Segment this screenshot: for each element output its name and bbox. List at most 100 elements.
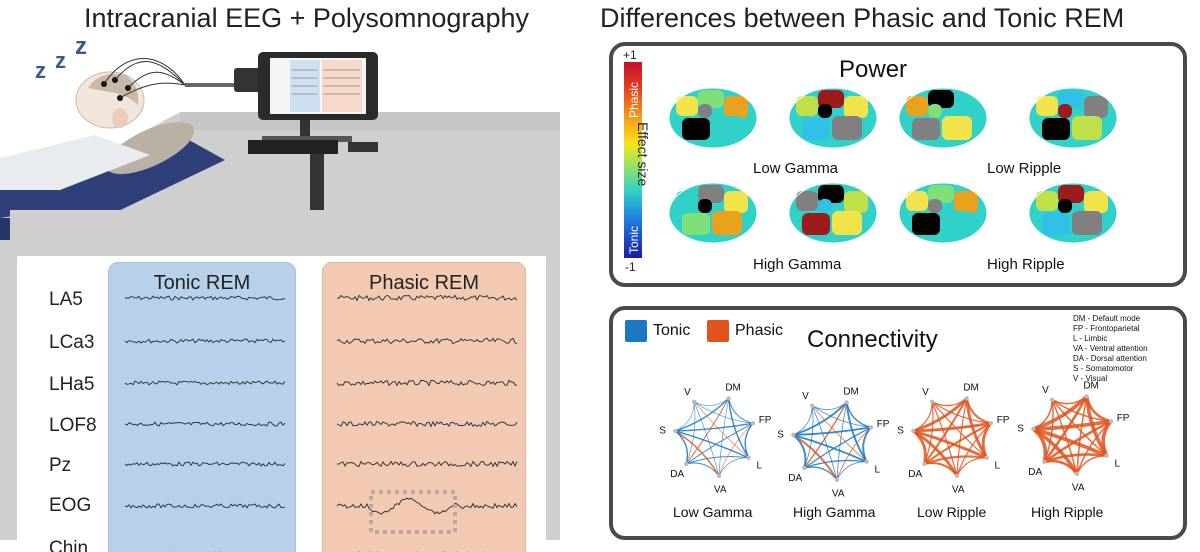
eeg-trace: [336, 460, 518, 468]
colorbar-tonic-label: Tonic: [627, 225, 641, 254]
network-node: [868, 425, 874, 430]
circle-caption: Low Gamma: [673, 504, 753, 520]
network-node: [809, 403, 815, 409]
recording-scene: z z z Tonic REM Phasic REM LA: [0, 40, 590, 552]
channel-label: LCa3: [49, 332, 95, 353]
legend-tonic-swatch: [625, 320, 647, 342]
brain-map: [898, 182, 988, 244]
node-label: FP: [1117, 413, 1130, 424]
network-node: [791, 432, 796, 438]
eeg-trace: [124, 503, 286, 509]
node-label: DM: [1083, 380, 1099, 391]
network-node: [1031, 426, 1036, 432]
brain-map: [898, 87, 988, 149]
connectivity-circles: DM FP L VA DA S V DM FP L VA DA S V DM FP L VA DA S V DM FP L VA…: [659, 380, 1130, 499]
node-label: VA: [714, 485, 727, 496]
network-node: [988, 421, 994, 426]
network-node: [834, 477, 840, 483]
node-label: VA: [952, 485, 965, 496]
effect-size-colorbar: Phasic Tonic: [624, 62, 642, 258]
node-label: DM: [963, 382, 979, 393]
brain-map: [788, 87, 878, 149]
connectivity-circle: DM FP L VA DA S V: [659, 382, 772, 495]
connectivity-circle: DM FP L VA DA S V: [1017, 380, 1130, 493]
node-label: DM: [725, 382, 741, 393]
node-label: FP: [997, 415, 1010, 426]
node-label: L: [995, 461, 1001, 472]
network-node: [1042, 459, 1047, 465]
eeg-trace: [336, 337, 518, 345]
eeg-trace: [125, 295, 286, 301]
network-node: [984, 455, 989, 460]
circle-caption: High Ripple: [1031, 504, 1104, 520]
colorbar-bottom-tick: -1: [625, 260, 636, 274]
node-label: S: [659, 425, 666, 436]
node-label: V: [922, 387, 929, 398]
brain-maps: [668, 87, 1118, 244]
brain-map: [668, 182, 758, 244]
network-node: [911, 428, 916, 434]
node-label: DM: [843, 386, 859, 397]
network-node: [716, 473, 722, 479]
eeg-trace: [336, 294, 518, 302]
channel-label: LHa5: [49, 374, 95, 395]
node-label: FP: [759, 415, 772, 426]
channel-label: LA5: [49, 289, 83, 310]
node-label: S: [897, 425, 904, 436]
network-node: [1108, 419, 1114, 424]
node-label: VA: [1072, 483, 1085, 494]
tonic-rem-band: Tonic REM: [108, 262, 296, 552]
network-node: [726, 396, 731, 401]
node-label: L: [875, 465, 881, 476]
node-label: L: [757, 461, 763, 472]
power-title: Power: [839, 56, 908, 83]
legend-tonic-label: Tonic: [653, 322, 691, 339]
network-node: [922, 461, 927, 467]
eeg-trace: [336, 497, 518, 515]
eeg-trace: [336, 379, 518, 387]
legend-phasic-label: Phasic: [735, 322, 784, 339]
colorbar-phasic-label: Phasic: [627, 81, 641, 118]
abbrev-line: S - Somatomotor: [1073, 364, 1134, 373]
legend-phasic-swatch: [707, 320, 729, 342]
node-label: V: [802, 391, 809, 402]
node-label: V: [684, 387, 691, 398]
svg-text:z: z: [55, 48, 66, 73]
colorbar-top-tick: +1: [623, 48, 637, 62]
svg-text:z: z: [75, 40, 87, 60]
eeg-trace: [124, 338, 286, 344]
network-node: [954, 473, 960, 479]
network-node: [750, 421, 756, 426]
network-node: [1074, 471, 1080, 477]
network-node: [964, 396, 969, 401]
network-node: [929, 399, 935, 405]
abbrev-line: DA - Dorsal attention: [1073, 354, 1147, 363]
network-node: [802, 465, 807, 471]
eeg-panel: Tonic REM Phasic REM LA5 LCa3 LHa5 LOF8 …: [17, 256, 546, 552]
network-node: [1084, 394, 1089, 399]
network-abbreviations: DM - Default mode FP - Frontoparietal L …: [1073, 314, 1148, 384]
node-label: S: [1017, 423, 1024, 434]
tonic-rem-title: Tonic REM: [153, 272, 251, 294]
connectivity-circle: DM FP L VA DA S V: [777, 386, 890, 499]
node-label: S: [777, 429, 784, 440]
channel-label: Pz: [49, 455, 72, 476]
brain-map: [668, 87, 758, 149]
brain-map: [1028, 182, 1118, 244]
node-label: VA: [832, 489, 845, 500]
phasic-rem-title: Phasic REM: [368, 272, 480, 294]
brain-caption: High Gamma: [753, 256, 842, 273]
channel-label: LOF8: [49, 415, 97, 436]
network-node: [1049, 397, 1055, 403]
sleep-zzz: z: [35, 58, 46, 83]
channel-label: EOG: [49, 495, 92, 516]
eog-burst-box: [369, 490, 457, 534]
brain-caption: Low Ripple: [987, 160, 1062, 177]
eeg-trace: [336, 420, 518, 428]
node-label: FP: [877, 419, 890, 430]
network-node: [684, 461, 689, 467]
abbrev-line: DM - Default mode: [1073, 314, 1141, 323]
brain-caption: Low Gamma: [753, 160, 839, 177]
eeg-trace: [124, 380, 286, 386]
network-node: [691, 399, 697, 405]
